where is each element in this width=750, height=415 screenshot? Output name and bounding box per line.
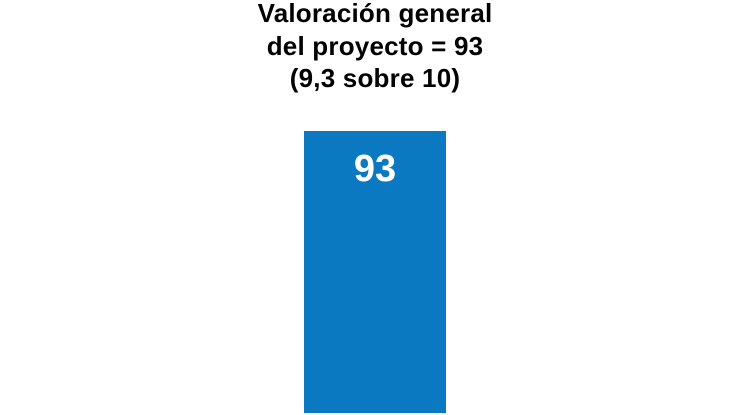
chart-title: Valoración general del proyecto = 93 (9,… <box>0 0 750 95</box>
bar-valoracion-general: 93 <box>304 131 446 413</box>
chart-title-line-1: Valoración general <box>257 0 493 28</box>
bar-value-label: 93 <box>353 148 397 190</box>
chart-title-line-3: (9,3 sobre 10) <box>289 63 461 93</box>
chart-title-line-2: del proyecto = 93 <box>266 30 484 61</box>
